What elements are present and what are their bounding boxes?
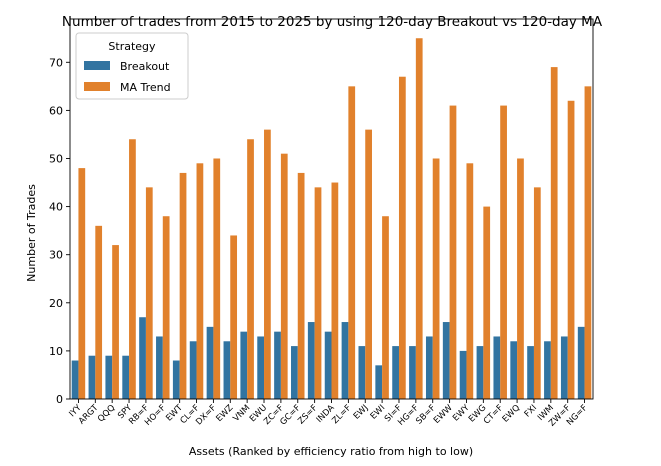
y-tick-label: 70 (49, 56, 63, 69)
bar-ma-trend-eww (449, 105, 457, 399)
x-tick-label: QQQ (96, 403, 117, 424)
bar-ma-trend-zs-f (314, 187, 322, 399)
x-tick-label: EWQ (501, 403, 523, 425)
bar-ma-trend-spy (129, 139, 136, 399)
bar-breakout-ewq (510, 341, 518, 399)
bar-ma-trend-sb-f (432, 158, 440, 399)
bar-ma-trend-ewi (382, 216, 389, 399)
bar-breakout-dx-f (206, 326, 214, 399)
y-tick-label: 20 (49, 297, 63, 310)
bar-ma-trend-ct-f (500, 105, 507, 399)
bars-layer (71, 38, 592, 400)
y-tick-label: 40 (49, 201, 63, 214)
y-tick-label: 30 (49, 249, 63, 262)
bar-ma-trend-zw-f (567, 100, 575, 400)
bar-ma-trend-ewy (466, 163, 474, 399)
bar-breakout-qqq (105, 355, 113, 399)
bar-breakout-si-f (392, 346, 399, 399)
bar-breakout-zs-f (307, 322, 315, 399)
bar-ma-trend-ewt (179, 172, 187, 399)
bar-ma-trend-ewj (365, 129, 372, 399)
bar-breakout-zw-f (560, 336, 568, 399)
bar-breakout-cl-f (189, 341, 197, 399)
bar-ma-trend-hg-f (415, 38, 423, 400)
chart-title: Number of trades from 2015 to 2025 by us… (62, 14, 603, 30)
x-tick-label: EWZ (214, 403, 235, 424)
x-tick-label: CT=F (482, 403, 506, 427)
x-tick-label: ZL=F (330, 403, 353, 426)
legend: Strategy Breakout MA Trend (75, 32, 189, 100)
bar-ma-trend-vnm (247, 139, 254, 399)
y-axis-label: Number of Trades (25, 184, 38, 282)
bar-ma-trend-dx-f (213, 158, 221, 399)
bar-ma-trend-argt (95, 225, 103, 399)
bar-breakout-spy (122, 355, 130, 399)
bar-breakout-inda (324, 331, 332, 399)
bar-ma-trend-cl-f (196, 163, 204, 399)
bar-breakout-ewy (459, 350, 467, 399)
bar-ma-trend-inda (331, 182, 339, 399)
bar-breakout-ewi (375, 365, 383, 399)
y-tick-label: 60 (49, 104, 63, 117)
bar-breakout-fxi (527, 346, 534, 399)
bar-ma-trend-ho-f (162, 216, 170, 399)
bar-ma-trend-gc-f (297, 172, 305, 399)
bar-ma-trend-qqq (112, 245, 119, 399)
bar-breakout-eww (442, 322, 450, 399)
bar-breakout-vnm (240, 331, 248, 399)
y-tick-label: 10 (49, 345, 63, 358)
bar-ma-trend-si-f (398, 76, 406, 399)
bar-ma-trend-iyy (78, 168, 86, 399)
bar-breakout-iyy (71, 360, 79, 399)
legend-label-ma-trend: MA Trend (120, 81, 171, 94)
legend-swatch-breakout (84, 61, 110, 70)
bar-breakout-ewt (172, 360, 180, 399)
bar-ma-trend-zc-f (280, 153, 288, 399)
legend-title: Strategy (108, 40, 156, 53)
bar-ma-trend-ewg (483, 206, 491, 399)
bar-breakout-ewj (358, 346, 366, 399)
x-tick-label: ZS=F (296, 403, 320, 427)
bar-breakout-gc-f (291, 346, 298, 399)
x-tick-label: SB=F (414, 403, 438, 427)
y-tick-label: 50 (49, 152, 63, 165)
bar-breakout-zc-f (274, 331, 281, 399)
x-tick-label: EWJ (352, 403, 371, 422)
bar-breakout-zl-f (341, 322, 349, 399)
legend-swatch-ma-trend (84, 82, 110, 91)
x-tick-label: VNM (231, 403, 252, 424)
bar-ma-trend-iwm (550, 67, 558, 399)
bar-ma-trend-ng-f (584, 86, 592, 399)
bar-breakout-ho-f (156, 336, 163, 399)
bar-ma-trend-fxi (533, 187, 541, 399)
bar-breakout-iwm (544, 341, 551, 399)
x-tick-label: EWW (432, 403, 455, 426)
bar-breakout-sb-f (425, 336, 433, 399)
bar-ma-trend-ewq (517, 158, 524, 399)
bar-ma-trend-zl-f (348, 86, 356, 399)
x-axis-label: Assets (Ranked by efficiency ratio from … (189, 445, 473, 458)
legend-label-breakout: Breakout (120, 60, 170, 73)
bar-breakout-argt (88, 355, 96, 399)
bar-ma-trend-ewu (264, 129, 271, 399)
bar-breakout-ewu (257, 336, 265, 399)
bar-breakout-ng-f (577, 326, 585, 399)
y-tick-label: 0 (56, 393, 63, 406)
bar-breakout-hg-f (409, 346, 416, 399)
bar-ma-trend-ewz (230, 235, 238, 399)
bar-breakout-ewz (223, 341, 231, 399)
bar-breakout-ct-f (493, 336, 501, 399)
bar-breakout-rb-f (139, 317, 146, 399)
bar-breakout-ewg (476, 346, 484, 399)
bar-ma-trend-rb-f (145, 187, 153, 399)
